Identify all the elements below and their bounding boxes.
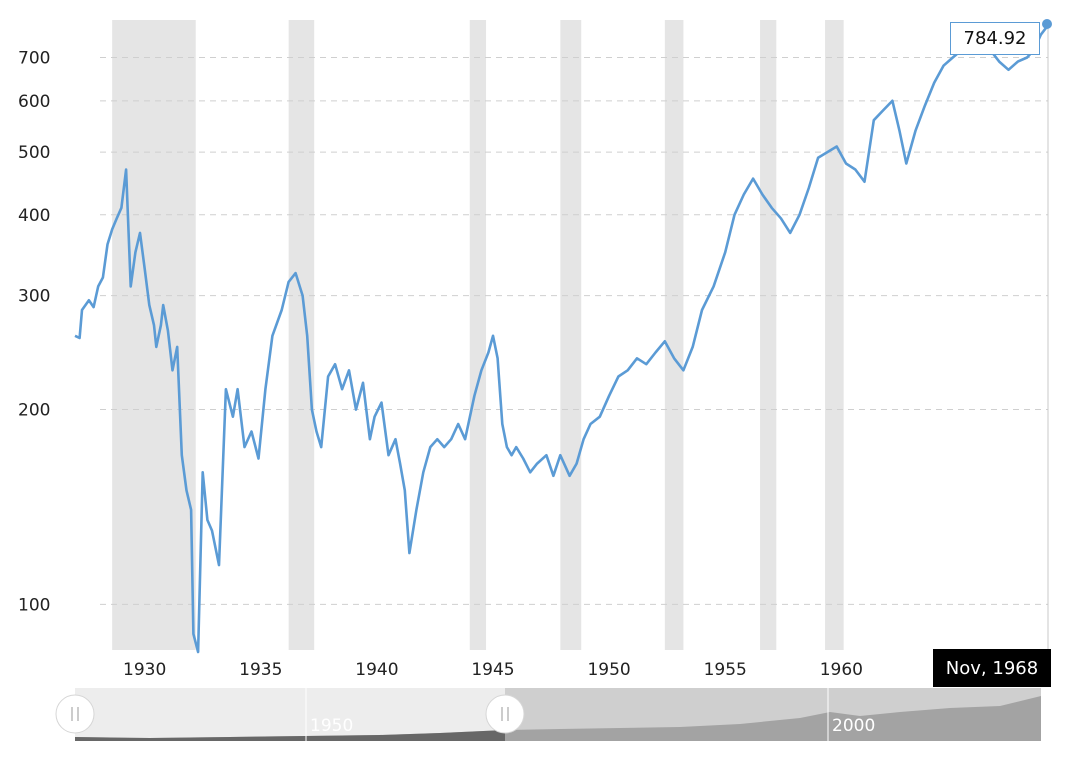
y-tick-200: 200	[18, 401, 50, 421]
navigator-right-handle[interactable]	[485, 694, 525, 734]
y-axis-labels: 100 200 300 400 500 600 700	[18, 49, 50, 616]
y-tick-700: 700	[18, 49, 50, 69]
recession-band-3	[560, 20, 582, 650]
x-tick-1945: 1945	[471, 660, 514, 680]
y-tick-500: 500	[18, 143, 50, 163]
x-tick-1930: 1930	[123, 660, 166, 680]
x-axis-labels: 1930 1935 1940 1945 1950 1955 1960	[123, 660, 863, 680]
x-tick-1950: 1950	[587, 660, 630, 680]
x-tick-1955: 1955	[704, 660, 747, 680]
navigator-area	[75, 696, 1041, 741]
y-tick-600: 600	[18, 92, 50, 112]
navigator-left-handle[interactable]	[55, 694, 95, 734]
x-tick-1940: 1940	[355, 660, 398, 680]
tooltip-value: 784.92	[963, 28, 1027, 49]
navigator-label-1950: 1950	[310, 716, 353, 736]
series-line	[74, 24, 1050, 654]
navigator[interactable]: 1950 2000	[55, 688, 1041, 741]
crosshair-date-text: Nov, 1968	[945, 657, 1039, 679]
recession-band-5	[760, 20, 777, 650]
y-tick-400: 400	[18, 206, 50, 226]
navigator-label-2000: 2000	[832, 716, 875, 736]
recession-band-6	[825, 20, 844, 650]
recession-band-2	[469, 20, 487, 650]
navigator-area-selected	[75, 730, 505, 741]
tooltip: 784.92	[950, 22, 1040, 55]
x-tick-1935: 1935	[239, 660, 282, 680]
recession-band-4	[664, 20, 684, 650]
grid-lines	[100, 57, 1048, 605]
x-tick-1960: 1960	[820, 660, 863, 680]
y-tick-100: 100	[18, 595, 50, 615]
crosshair-date-label: Nov, 1968	[933, 649, 1051, 687]
y-tick-300: 300	[18, 287, 50, 307]
recession-bands	[112, 20, 844, 650]
recession-band-1	[288, 20, 315, 650]
hover-point	[1042, 19, 1052, 29]
